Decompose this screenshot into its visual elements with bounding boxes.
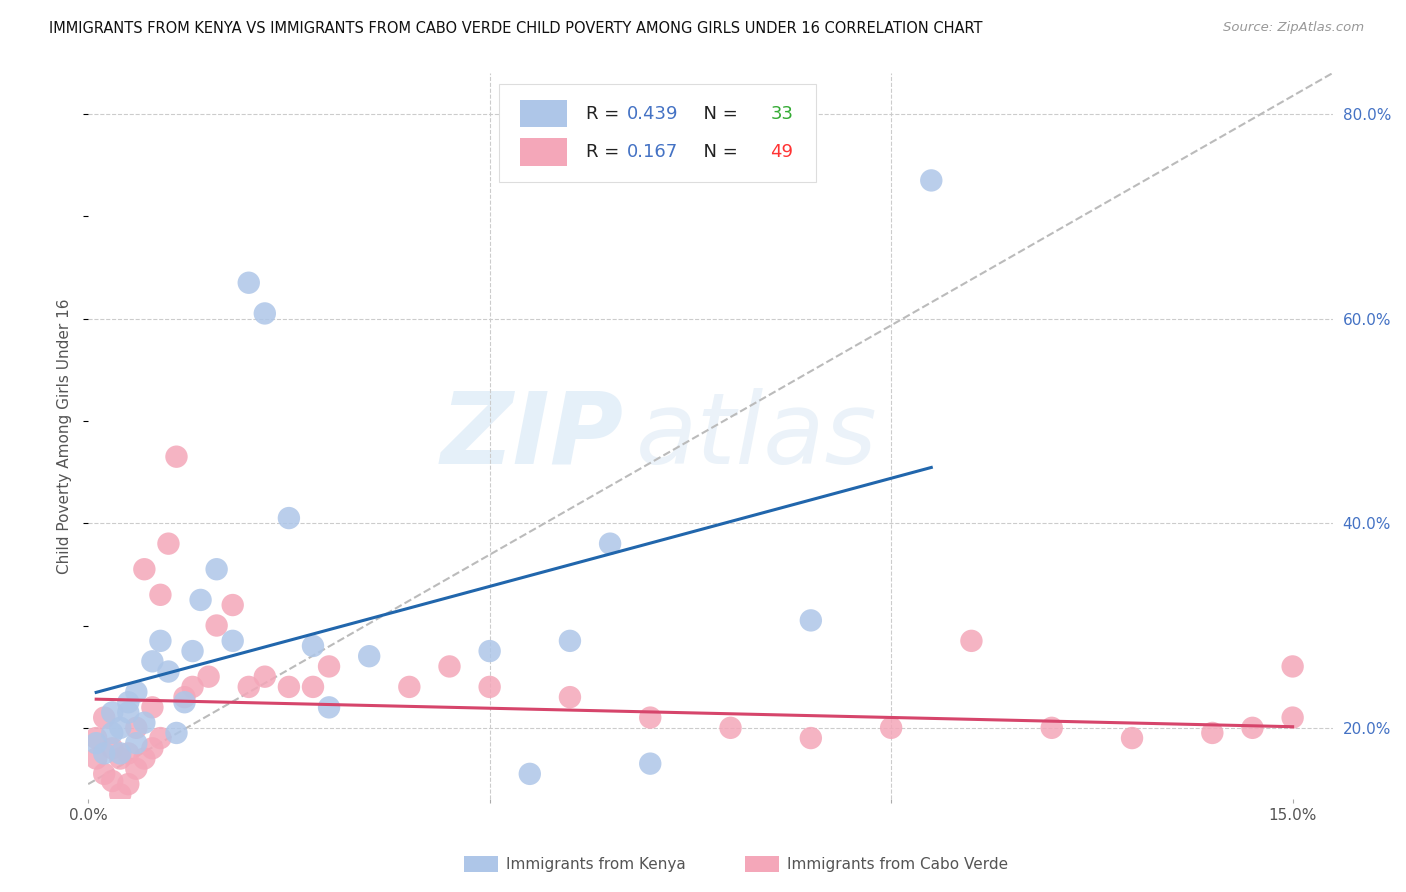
Point xyxy=(302,639,325,653)
Point xyxy=(166,726,188,740)
Point xyxy=(221,633,243,648)
Point xyxy=(134,715,156,730)
Point xyxy=(125,736,148,750)
Point xyxy=(1281,659,1303,673)
FancyBboxPatch shape xyxy=(520,100,568,128)
Point xyxy=(117,777,139,791)
Point xyxy=(101,741,124,756)
Text: N =: N = xyxy=(692,104,744,123)
Point xyxy=(190,593,212,607)
Point xyxy=(125,685,148,699)
Point xyxy=(157,665,180,679)
Point xyxy=(110,747,132,761)
Point xyxy=(84,731,107,745)
Point xyxy=(1040,721,1063,735)
Point xyxy=(1281,844,1303,858)
Point xyxy=(1201,726,1223,740)
Point xyxy=(478,680,501,694)
Point xyxy=(302,680,325,694)
Point xyxy=(84,751,107,765)
Point xyxy=(1241,721,1264,735)
Point xyxy=(1281,710,1303,724)
Point xyxy=(181,680,204,694)
Point xyxy=(800,614,823,628)
Point xyxy=(141,700,163,714)
Point xyxy=(359,649,381,664)
Text: atlas: atlas xyxy=(636,388,877,484)
Text: Source: ZipAtlas.com: Source: ZipAtlas.com xyxy=(1223,21,1364,34)
Point xyxy=(205,562,228,576)
Point xyxy=(558,633,581,648)
Point xyxy=(84,736,107,750)
Point xyxy=(197,670,219,684)
Point xyxy=(141,654,163,668)
Point xyxy=(318,700,340,714)
Point xyxy=(141,741,163,756)
Point xyxy=(599,536,621,550)
Text: ZIP: ZIP xyxy=(440,388,623,484)
Text: 0.167: 0.167 xyxy=(627,143,678,161)
Point xyxy=(166,450,188,464)
Point xyxy=(117,747,139,761)
Point xyxy=(277,511,299,525)
Point xyxy=(173,695,195,709)
Text: 33: 33 xyxy=(770,104,793,123)
Point xyxy=(277,680,299,694)
Point xyxy=(149,731,172,745)
Y-axis label: Child Poverty Among Girls Under 16: Child Poverty Among Girls Under 16 xyxy=(58,299,72,574)
FancyBboxPatch shape xyxy=(520,138,568,166)
Point xyxy=(93,767,115,781)
Point xyxy=(101,706,124,720)
Text: 49: 49 xyxy=(770,143,793,161)
Point xyxy=(117,706,139,720)
Point xyxy=(205,618,228,632)
Text: 0.439: 0.439 xyxy=(627,104,679,123)
Point xyxy=(359,844,381,858)
Point xyxy=(173,690,195,705)
Point xyxy=(439,659,461,673)
Point xyxy=(93,710,115,724)
Point xyxy=(960,633,983,648)
Point xyxy=(253,306,276,320)
Point xyxy=(110,788,132,802)
Point xyxy=(1121,731,1143,745)
Point xyxy=(238,276,260,290)
FancyBboxPatch shape xyxy=(499,84,817,182)
Text: R =: R = xyxy=(586,104,626,123)
Point xyxy=(920,173,942,187)
Point xyxy=(519,767,541,781)
Point xyxy=(134,562,156,576)
Point xyxy=(558,690,581,705)
Point xyxy=(125,721,148,735)
Point xyxy=(221,598,243,612)
Point xyxy=(478,644,501,658)
Point xyxy=(125,762,148,776)
Point xyxy=(134,751,156,765)
Point xyxy=(157,536,180,550)
Point xyxy=(110,721,132,735)
Point xyxy=(880,721,903,735)
Point xyxy=(253,670,276,684)
Point xyxy=(101,774,124,789)
Point xyxy=(398,680,420,694)
Text: N =: N = xyxy=(692,143,744,161)
Point xyxy=(117,695,139,709)
Point xyxy=(800,731,823,745)
Point xyxy=(101,726,124,740)
Point xyxy=(93,747,115,761)
Point xyxy=(720,721,742,735)
Text: Immigrants from Kenya: Immigrants from Kenya xyxy=(506,857,686,871)
Text: Immigrants from Cabo Verde: Immigrants from Cabo Verde xyxy=(787,857,1008,871)
Point xyxy=(181,644,204,658)
Point xyxy=(149,633,172,648)
Point xyxy=(149,588,172,602)
Point xyxy=(110,751,132,765)
Point xyxy=(638,710,661,724)
Text: R =: R = xyxy=(586,143,631,161)
Point xyxy=(638,756,661,771)
Point xyxy=(238,680,260,694)
Text: IMMIGRANTS FROM KENYA VS IMMIGRANTS FROM CABO VERDE CHILD POVERTY AMONG GIRLS UN: IMMIGRANTS FROM KENYA VS IMMIGRANTS FROM… xyxy=(49,21,983,36)
Point xyxy=(318,659,340,673)
